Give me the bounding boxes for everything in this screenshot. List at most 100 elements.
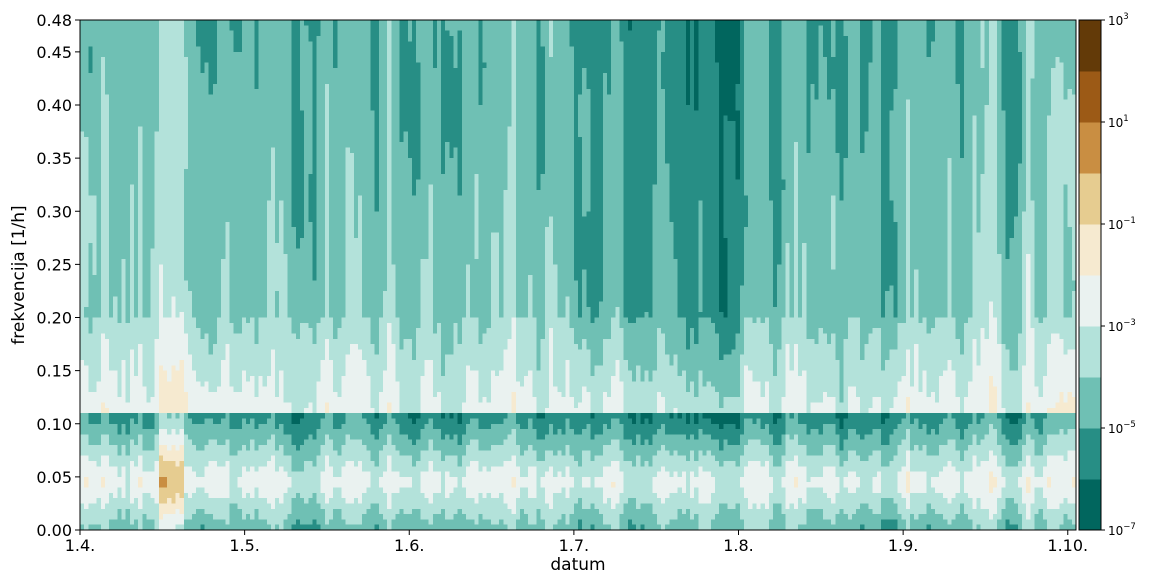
heatmap-cell — [254, 312, 260, 319]
heatmap-cell — [279, 211, 284, 218]
heatmap-cell — [146, 136, 152, 143]
heatmap-cell — [229, 232, 235, 239]
heatmap-cell — [283, 99, 289, 106]
heatmap-cell — [208, 248, 214, 255]
heatmap-cell — [208, 439, 214, 446]
heatmap-cell — [125, 370, 131, 377]
heatmap-cell — [204, 20, 210, 26]
heatmap-cell — [254, 259, 260, 265]
heatmap-cell — [113, 439, 118, 446]
heatmap-cell — [121, 216, 127, 223]
heatmap-cell — [287, 471, 293, 478]
heatmap-cell — [154, 514, 160, 520]
heatmap-cell — [187, 195, 193, 202]
heatmap-cell — [291, 99, 297, 106]
heatmap-cell — [117, 381, 123, 388]
heatmap-cell — [237, 391, 243, 398]
heatmap-cell — [187, 78, 193, 85]
heatmap-cell — [225, 460, 230, 467]
heatmap-cell — [279, 418, 284, 425]
heatmap-cell — [163, 243, 168, 250]
heatmap-cell — [146, 57, 152, 64]
heatmap-cell — [212, 306, 218, 313]
heatmap-cell — [275, 25, 280, 32]
heatmap-cell — [262, 94, 268, 101]
heatmap-cell — [92, 126, 98, 133]
heatmap-cell — [200, 476, 206, 483]
heatmap-cell — [237, 328, 243, 335]
heatmap-cell — [163, 344, 168, 350]
heatmap-cell — [109, 487, 114, 494]
heatmap-cell — [283, 391, 289, 398]
heatmap-cell — [225, 328, 230, 335]
heatmap-cell — [92, 434, 98, 441]
heatmap-cell — [204, 57, 210, 64]
heatmap-cell — [104, 126, 110, 133]
heatmap-cell — [237, 360, 243, 366]
heatmap-cell — [150, 232, 156, 239]
heatmap-cell — [125, 243, 131, 250]
heatmap-cell — [146, 253, 152, 260]
heatmap-cell — [208, 211, 214, 218]
heatmap-cell — [171, 375, 177, 382]
heatmap-cell — [250, 519, 255, 526]
heatmap-cell — [84, 94, 89, 101]
heatmap-cell — [133, 259, 139, 265]
heatmap-cell — [84, 105, 89, 111]
heatmap-cell — [92, 402, 98, 409]
heatmap-cell — [125, 482, 131, 489]
heatmap-cell — [229, 179, 235, 186]
heatmap-cell — [279, 370, 284, 377]
heatmap-cell — [241, 455, 247, 462]
heatmap-cell — [175, 466, 181, 473]
heatmap-cell — [175, 243, 181, 250]
heatmap-cell — [275, 349, 280, 356]
heatmap-cell — [175, 259, 181, 265]
heatmap-cell — [133, 105, 139, 111]
heatmap-cell — [200, 51, 206, 58]
heatmap-cell — [246, 25, 251, 32]
heatmap-cell — [204, 115, 210, 122]
heatmap-cell — [163, 402, 168, 409]
heatmap-cell — [175, 131, 181, 138]
heatmap-cell — [283, 120, 289, 127]
heatmap-cell — [92, 131, 98, 138]
heatmap-cell — [237, 195, 243, 202]
heatmap-cell — [171, 482, 177, 489]
heatmap-cell — [221, 519, 226, 526]
heatmap-cell — [150, 142, 156, 149]
heatmap-cell — [80, 407, 85, 414]
heatmap-cell — [117, 163, 123, 170]
heatmap-cell — [171, 445, 177, 451]
heatmap-cell — [275, 285, 280, 292]
heatmap-cell — [138, 94, 143, 101]
heatmap-cell — [225, 397, 230, 404]
heatmap-cell — [221, 163, 226, 170]
heatmap-cell — [163, 519, 168, 526]
heatmap-cell — [254, 296, 260, 303]
heatmap-cell — [229, 264, 235, 271]
heatmap-cell — [150, 205, 156, 212]
heatmap-cell — [113, 216, 118, 223]
heatmap-cell — [216, 243, 222, 250]
heatmap-cell — [183, 381, 189, 388]
heatmap-cell — [283, 136, 289, 143]
heatmap-cell — [229, 184, 235, 191]
heatmap-cell — [163, 73, 168, 80]
heatmap-cell — [80, 78, 85, 85]
heatmap-cell — [109, 110, 114, 117]
heatmap-cell — [133, 402, 139, 409]
heatmap-cell — [246, 184, 251, 191]
heatmap-cell — [266, 360, 272, 366]
heatmap-cell — [187, 434, 193, 441]
heatmap-cell — [150, 110, 156, 117]
heatmap-cell — [246, 434, 251, 441]
heatmap-cell — [221, 445, 226, 451]
heatmap-cell — [254, 179, 260, 186]
heatmap-cell — [225, 375, 230, 382]
heatmap-cell — [237, 275, 243, 281]
heatmap-cell — [179, 275, 185, 281]
heatmap-cell — [175, 120, 181, 127]
heatmap-cell — [291, 41, 297, 48]
heatmap-cell — [229, 413, 235, 420]
